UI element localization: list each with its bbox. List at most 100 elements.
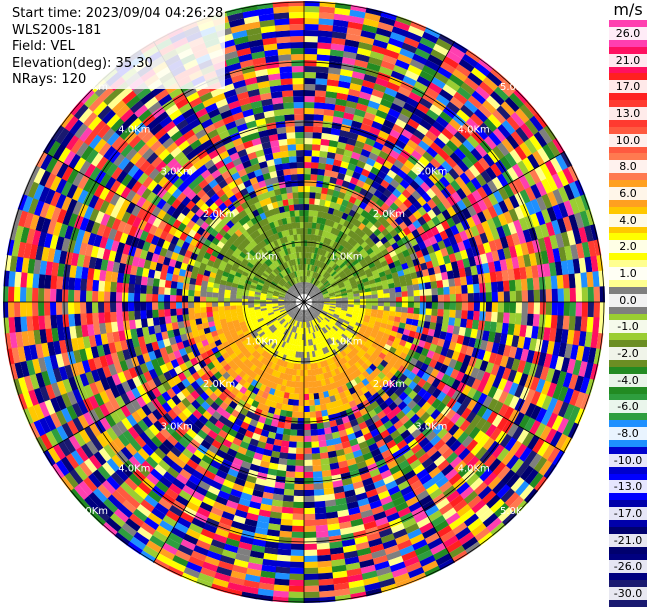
range-gate	[491, 375, 502, 389]
range-gate	[373, 348, 382, 357]
range-gate	[504, 152, 518, 168]
range-gate	[306, 288, 310, 295]
range-gate	[354, 262, 362, 269]
range-gate	[311, 297, 318, 300]
range-gate	[437, 309, 444, 317]
range-gate	[439, 88, 454, 102]
range-gate	[313, 265, 318, 273]
range-gate	[411, 190, 422, 201]
range-gate	[158, 293, 165, 302]
range-gate	[110, 281, 118, 293]
range-gate	[304, 288, 307, 295]
range-gate	[485, 251, 494, 264]
range-gate	[388, 262, 396, 270]
range-gate	[319, 452, 329, 460]
range-gate	[445, 435, 458, 449]
range-gate	[425, 260, 434, 270]
range-gate	[377, 297, 385, 303]
range-gate	[438, 33, 456, 47]
range-gate	[305, 288, 308, 295]
range-gate	[535, 181, 548, 197]
range-gate	[304, 270, 306, 277]
range-gate	[585, 208, 595, 227]
range-gate	[326, 85, 339, 93]
range-gate	[505, 473, 521, 489]
range-gate	[529, 169, 542, 185]
range-gate	[235, 298, 243, 302]
range-gate	[386, 183, 397, 194]
range-gate	[311, 453, 321, 460]
range-gate	[319, 150, 329, 158]
range-gate	[390, 164, 401, 175]
range-gate	[505, 234, 515, 248]
range-gate	[336, 319, 344, 325]
range-gate	[587, 240, 597, 258]
range-gate	[338, 80, 352, 89]
range-gate	[391, 325, 399, 333]
range-gate	[511, 426, 524, 441]
range-gate	[412, 129, 426, 141]
range-gate	[470, 130, 485, 145]
range-gate	[452, 427, 465, 441]
range-gate	[524, 119, 540, 136]
range-gate	[335, 98, 348, 107]
range-gate	[392, 64, 408, 76]
range-gate	[360, 123, 372, 133]
range-gate	[482, 437, 495, 451]
range-gate	[465, 410, 477, 424]
range-gate	[552, 204, 563, 221]
range-gate	[514, 313, 522, 326]
range-gate	[279, 524, 293, 532]
range-gate	[486, 373, 497, 387]
range-gate	[134, 274, 143, 285]
range-gate	[338, 270, 345, 277]
range-gate	[324, 218, 331, 226]
range-gate	[361, 79, 376, 90]
range-gate	[479, 302, 486, 312]
range-gate	[128, 292, 135, 302]
range-gate	[473, 234, 483, 247]
range-gate	[332, 315, 339, 320]
range-gate	[392, 276, 400, 284]
range-gate	[544, 276, 552, 290]
range-gate	[352, 338, 360, 345]
range-gate	[458, 326, 466, 337]
range-gate	[531, 265, 539, 279]
range-gate	[328, 140, 339, 148]
range-gate	[461, 384, 472, 397]
range-gate	[315, 530, 329, 538]
range-gate	[360, 336, 369, 343]
range-gate	[413, 175, 425, 187]
range-gate	[526, 349, 535, 364]
range-gate	[422, 114, 437, 126]
range-gate	[506, 115, 521, 132]
range-gate	[383, 288, 390, 294]
range-gate	[397, 193, 408, 204]
range-gate	[454, 317, 462, 328]
range-gate	[365, 302, 372, 306]
range-gate	[307, 381, 313, 388]
range-gate	[287, 447, 297, 454]
range-gate	[306, 282, 309, 289]
range-gate	[473, 310, 480, 321]
range-gate	[397, 327, 405, 335]
range-gate	[428, 173, 440, 185]
range-gate	[315, 260, 320, 267]
range-gate	[128, 283, 135, 294]
range-gate	[303, 489, 315, 497]
range-gate	[356, 47, 372, 57]
range-gate	[407, 118, 420, 130]
range-gate	[310, 423, 318, 430]
range-gate	[304, 72, 317, 79]
range-gate	[80, 289, 87, 302]
range-gate	[448, 341, 457, 352]
range-gate	[360, 274, 368, 280]
range-gate	[455, 404, 467, 417]
range-gate	[375, 240, 384, 249]
range-gate	[378, 341, 386, 349]
range-gate	[586, 271, 594, 288]
range-gate	[359, 327, 367, 334]
range-gate	[326, 286, 333, 291]
range-gate	[313, 234, 319, 242]
range-gate	[407, 296, 415, 303]
